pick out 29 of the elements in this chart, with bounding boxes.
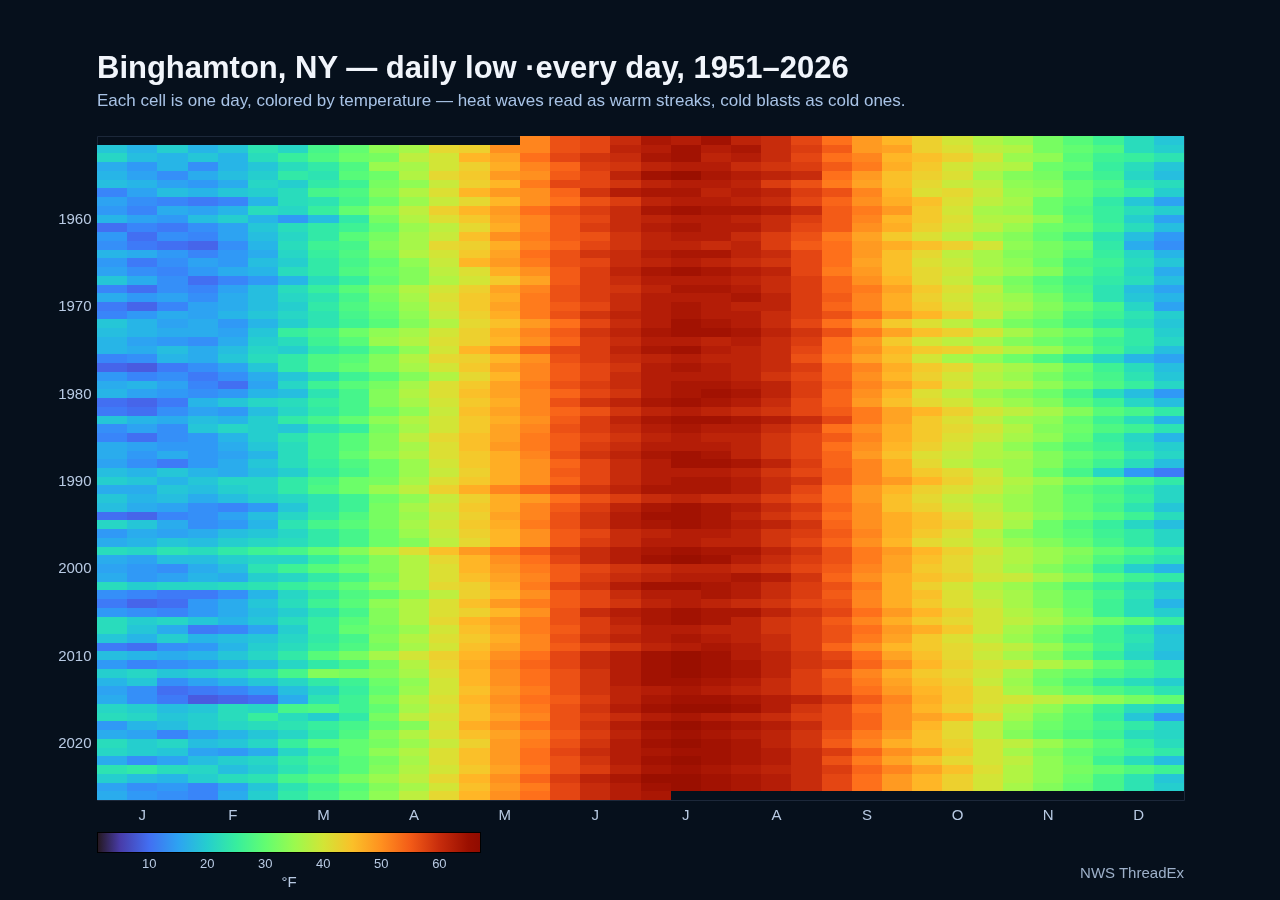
x-tick-label: J [682,805,690,823]
color-bar-label: 40 [316,856,331,871]
color-bar-label: 60 [432,856,447,871]
chart-subtitle: Each cell is one day, colored by temperature — heat waves read as warm streaks, cold blasts as cold ones. [97,91,906,110]
x-tick-label: M [498,805,511,823]
x-tick-label: A [409,805,420,823]
x-tick-label: D [1133,805,1145,823]
text: NWS ThreadEx [1080,864,1185,881]
y-tick-label: 1980 [58,384,92,402]
color-bar-label: 50 [374,856,389,871]
y-tick-label: 1990 [58,472,92,490]
x-tick-label: J [138,805,147,823]
x-tick-label: N [1042,805,1054,823]
x-tick-label: O [951,805,964,823]
y-tick-label: 2010 [58,646,92,664]
y-tick-label: 2000 [58,559,92,577]
y-tick-label: 1970 [58,297,92,315]
x-tick-label: F [228,805,238,823]
y-tick-label: 1960 [58,210,92,227]
chart-title: Binghamton, NY — daily low ·every day, 1951–2026 [97,50,849,85]
x-tick-label: J [591,805,599,823]
x-tick-label: A [771,805,782,823]
x-tick-label: S [861,805,872,823]
color-bar-label: 10 [141,856,157,871]
color-bar-label: 30 [258,856,273,871]
x-tick-label: M [317,805,330,823]
color-bar-title: °F [281,873,297,890]
y-tick-label: 2020 [58,734,92,752]
color-bar-label: 20 [200,856,215,871]
